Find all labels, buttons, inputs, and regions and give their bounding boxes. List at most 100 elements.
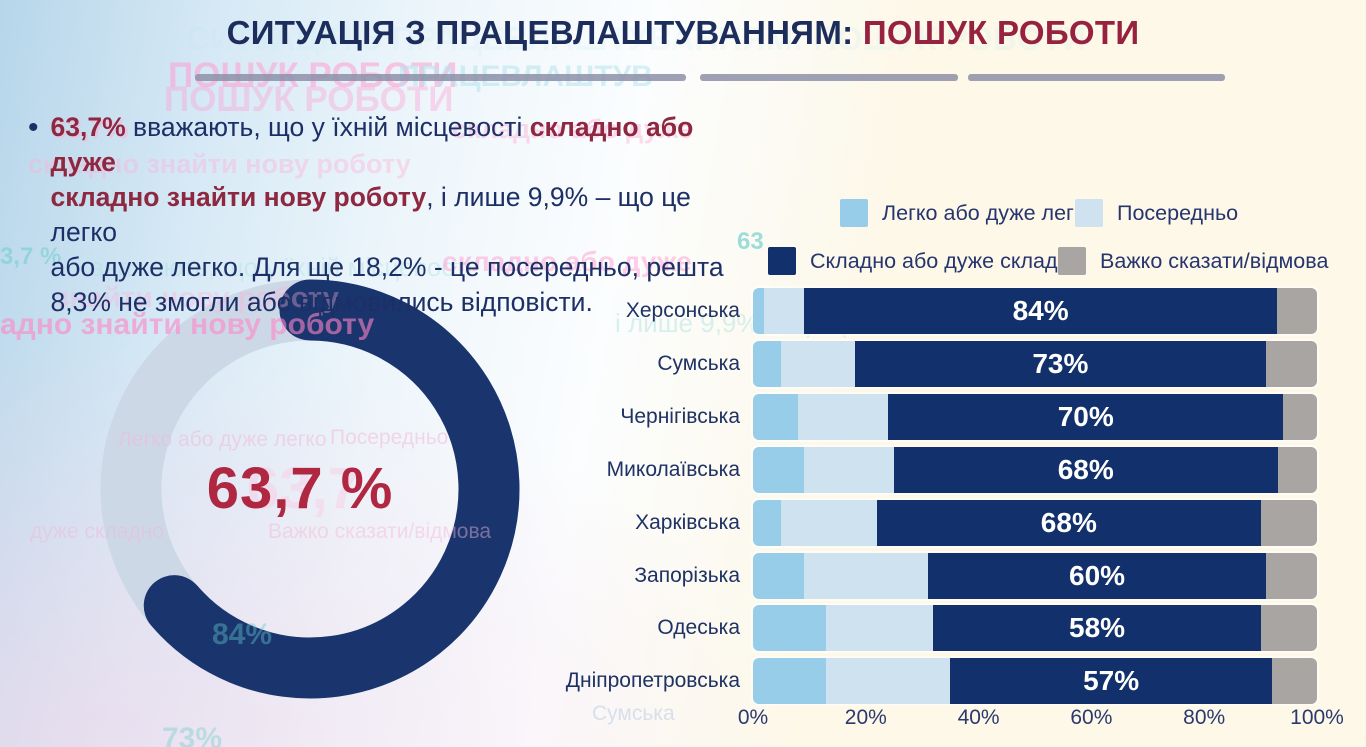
title-divider-segment-2: [700, 74, 958, 81]
bar-segment: [803, 446, 894, 493]
legend-label-medium: Посередньо: [1117, 200, 1239, 225]
bar-segment: [1260, 499, 1317, 546]
legend-item-easy: Легко або дуже легко: [840, 199, 1096, 227]
bar-row-label: Чернігівська: [620, 404, 740, 428]
legend-label-refused: Важко сказати/відмова: [1100, 248, 1329, 273]
bar-value-label: 68%: [1057, 453, 1114, 485]
intro-text: 63,7% вважають, що у їхній місцевості ск…: [51, 110, 740, 320]
bar-segment: [826, 605, 934, 652]
bar-row-label: Одеська: [657, 616, 740, 640]
legend-swatch-medium: [1075, 199, 1103, 227]
bar-row-label: Запорізька: [634, 563, 740, 587]
bar-row-label: Сумська: [657, 351, 740, 375]
bar-segment: [753, 658, 827, 705]
bar-segment: [1283, 393, 1317, 440]
bar-value-label: 70%: [1057, 400, 1114, 432]
bar-row-track: 57%: [753, 658, 1317, 705]
bar-row-track: 58%: [753, 605, 1317, 652]
bar-segment: [803, 552, 928, 599]
legend-item-refused: Важко сказати/відмова: [1058, 247, 1328, 275]
bar-segment: [1271, 658, 1317, 705]
bar-row-track: 68%: [753, 499, 1317, 546]
bullet-dot: •: [28, 111, 39, 144]
donut-value-arc: [143, 279, 520, 699]
bar-value-label: 84%: [1012, 295, 1069, 326]
bar-row-track: 60%: [753, 552, 1317, 599]
legend-label-easy: Легко або дуже легко: [882, 200, 1096, 225]
bar-row: Сумська 73%: [0, 340, 1366, 387]
bar-row-label: Харківська: [635, 510, 740, 534]
bar-row: Миколаївська 68%: [0, 446, 1366, 493]
bar-segment: 57%: [950, 658, 1272, 705]
bar-segment: [781, 499, 878, 546]
bar-row: Херсонська 84%: [0, 288, 1366, 334]
bar-segment: 84%: [803, 288, 1278, 334]
legend-label-hard: Складно або дуже складно: [810, 248, 1082, 273]
title-divider-segment-1: [195, 74, 686, 81]
bar-row: Запорізька 60%: [0, 552, 1366, 599]
legend-swatch-refused: [1058, 247, 1086, 275]
x-axis-tick: 40%: [957, 706, 1000, 729]
bar-segment: [753, 393, 799, 440]
bar-segment: [1266, 340, 1317, 387]
bar-segment: [1277, 446, 1317, 493]
x-axis-tick: 0%: [737, 706, 769, 729]
bar-row-label: Миколаївська: [606, 457, 740, 481]
intro-segment: складно або дуже складно знайти нову роб…: [50, 112, 694, 212]
bar-segment: 70%: [888, 393, 1284, 440]
bar-segment: [764, 288, 804, 334]
bar-segment: [753, 499, 782, 546]
legend-swatch-easy: [840, 199, 868, 227]
legend-item-medium: Посередньо: [1075, 199, 1238, 227]
intro-segment: вважають, що у їхній місцевості: [125, 112, 530, 142]
bar-segment: [826, 658, 951, 705]
bar-segment: 73%: [854, 340, 1267, 387]
bar-segment: [753, 288, 765, 334]
donut-center-value: 63,7 %: [206, 456, 394, 521]
bar-segment: 60%: [927, 552, 1267, 599]
bar-row-label: Херсонська: [625, 299, 740, 322]
bar-segment: [753, 605, 827, 652]
legend-swatch-hard: [768, 247, 796, 275]
donut-chart: [100, 279, 520, 699]
bar-value-label: 68%: [1040, 506, 1097, 538]
bar-value-label: 60%: [1069, 559, 1126, 591]
bar-value-label: 57%: [1083, 665, 1140, 697]
slide-title-accent: ПОШУК РОБОТИ: [862, 14, 1140, 51]
intro-segment: , і лише 9,9% – що це легко або дуже лег…: [50, 182, 724, 317]
bar-segment: [798, 393, 889, 440]
intro-segment: 63,7%: [50, 112, 126, 142]
bar-row: Чернігівська 70%: [0, 393, 1366, 440]
bar-segment: [753, 446, 804, 493]
bar-segment: [1260, 605, 1317, 652]
x-axis-tick: 20%: [844, 706, 887, 729]
intro-paragraph: • 63,7% вважають, що у їхній місцевості …: [28, 110, 740, 320]
x-axis-tick: 100%: [1290, 706, 1344, 729]
bar-row-track: 68%: [753, 446, 1317, 493]
x-axis-tick: 60%: [1070, 706, 1113, 729]
bar-value-label: 58%: [1069, 612, 1126, 644]
bar-row-track: 73%: [753, 340, 1317, 387]
bar-row-track: 84%: [753, 288, 1317, 334]
slide-title: СИТУАЦІЯ З ПРАЦЕВЛАШТУВАННЯМ: ПОШУК РОБО…: [0, 14, 1366, 52]
bar-segment: 68%: [893, 446, 1278, 493]
bar-segment: [1266, 552, 1317, 599]
bar-row-label: Дніпропетровська: [565, 669, 740, 693]
bar-segment: [781, 340, 855, 387]
bar-segment: [1277, 288, 1317, 334]
bar-row: Одеська 58%: [0, 605, 1366, 652]
title-divider-segment-3: [968, 74, 1225, 81]
legend-item-hard: Складно або дуже складно: [768, 247, 1081, 275]
bar-segment: [753, 340, 782, 387]
x-axis-tick: 80%: [1183, 706, 1226, 729]
bar-row: Харківська 68%: [0, 499, 1366, 546]
bar-value-label: 73%: [1032, 347, 1089, 379]
bar-segment: [753, 552, 804, 599]
bar-row-track: 70%: [753, 393, 1317, 440]
bar-segment: 68%: [877, 499, 1261, 546]
slide-title-main: СИТУАЦІЯ З ПРАЦЕВЛАШТУВАННЯМ:: [226, 14, 863, 51]
bar-row: Дніпропетровська 57%: [0, 658, 1366, 705]
bar-segment: 58%: [933, 605, 1261, 652]
